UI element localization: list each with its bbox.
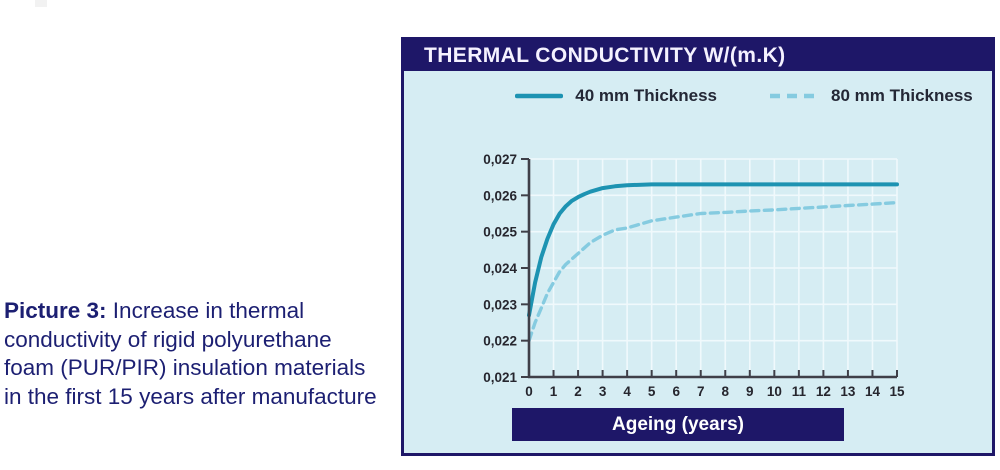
svg-text:3: 3 (599, 384, 607, 399)
svg-text:0,022: 0,022 (483, 334, 517, 349)
svg-text:12: 12 (816, 384, 831, 399)
caption-label: Picture 3: (4, 298, 107, 323)
x-axis-label: Ageing (years) (612, 413, 744, 435)
svg-text:15: 15 (889, 384, 905, 399)
svg-text:0,025: 0,025 (483, 225, 517, 240)
svg-text:14: 14 (865, 384, 881, 399)
svg-text:2: 2 (574, 384, 582, 399)
svg-text:11: 11 (792, 384, 807, 399)
dashed-line-swatch (770, 93, 818, 99)
svg-text:7: 7 (697, 384, 705, 399)
svg-text:13: 13 (840, 384, 856, 399)
svg-text:1: 1 (550, 384, 558, 399)
line-chart: 0 1 2 3 4 5 6 7 8 9 10 11 12 13 14 150,0210,0220,0230,0… (483, 152, 905, 399)
svg-text:5: 5 (648, 384, 656, 399)
figure-caption: Picture 3: Increase in thermal conductiv… (4, 297, 380, 411)
solid-line-swatch (515, 93, 564, 99)
legend-item-80mm: 80 mm Thickness (769, 86, 973, 106)
svg-text:0,026: 0,026 (483, 188, 517, 203)
svg-text:0,024: 0,024 (483, 261, 517, 276)
legend-item-40mm: 40 mm Thickness (515, 86, 717, 106)
x-axis-label-bar: Ageing (years) (512, 408, 844, 441)
svg-text:0,027: 0,027 (483, 152, 517, 167)
svg-text:0,021: 0,021 (483, 370, 517, 385)
scan-artifact (35, 0, 47, 7)
chart-title: THERMAL CONDUCTIVITY W/(m.K) (424, 43, 786, 67)
svg-text:10: 10 (767, 384, 782, 399)
chart-panel: THERMAL CONDUCTIVITY W/(m.K) 40 mm Thick… (401, 37, 995, 456)
svg-text:4: 4 (623, 384, 631, 399)
svg-text:9: 9 (746, 384, 754, 399)
svg-text:6: 6 (672, 384, 680, 399)
svg-text:8: 8 (722, 384, 730, 399)
svg-text:0,023: 0,023 (483, 297, 517, 312)
caption-text: Increase in thermal conductivity of rigi… (4, 298, 377, 409)
chart-legend: 40 mm Thickness 80 mm Thickness (450, 86, 1000, 106)
legend-label-80mm: 80 mm Thickness (831, 86, 973, 105)
svg-text:0: 0 (525, 384, 533, 399)
chart-title-bar: THERMAL CONDUCTIVITY W/(m.K) (404, 40, 992, 71)
legend-label-40mm: 40 mm Thickness (575, 86, 717, 105)
